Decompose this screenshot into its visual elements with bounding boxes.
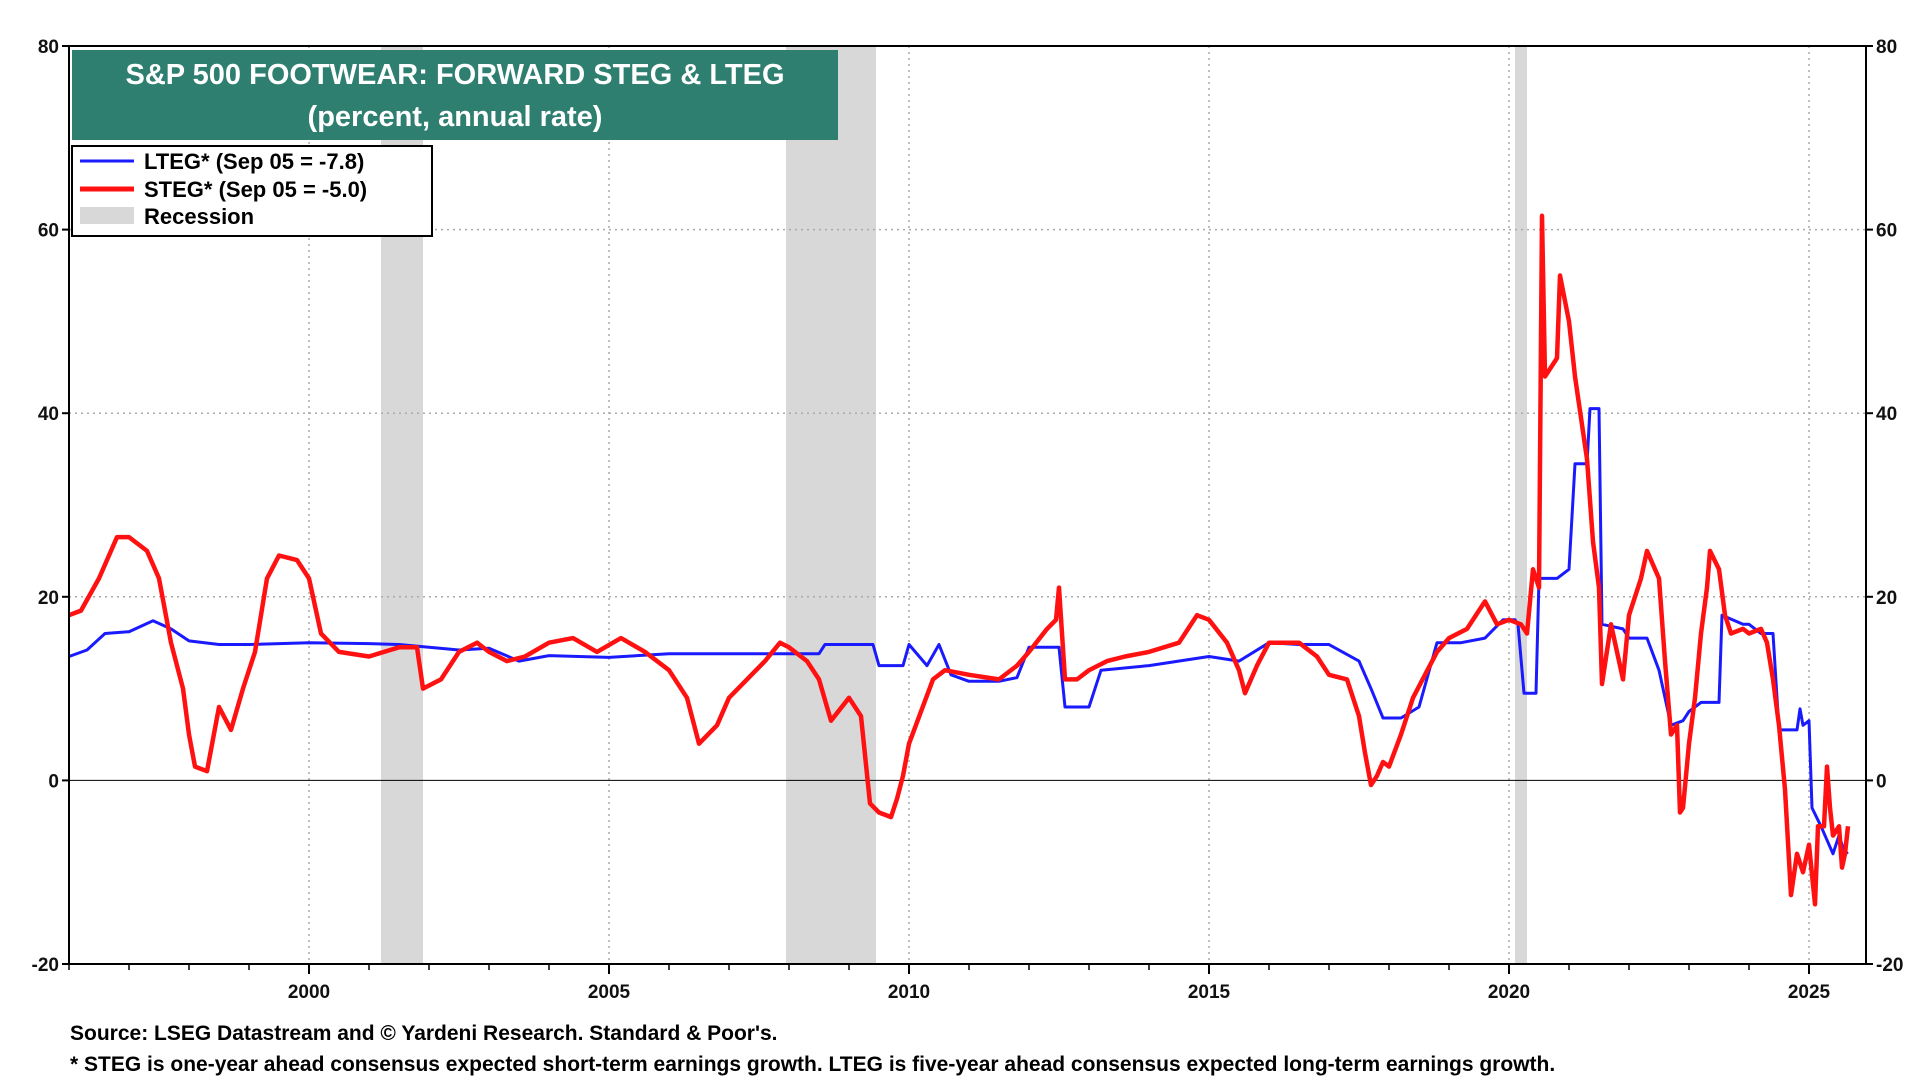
x-tick-label: 2015 (1188, 982, 1231, 1003)
recession-band (786, 46, 876, 964)
y-tick-label-right: 40 (1876, 404, 1897, 425)
legend-label-steg: STEG* (Sep 05 = -5.0) (144, 177, 367, 202)
series-line-steg (68, 213, 1851, 907)
chart-subtitle: (percent, annual rate) (308, 101, 603, 133)
y-tick-label-left: 40 (38, 404, 59, 425)
source-note: Source: LSEG Datastream and © Yardeni Re… (70, 1022, 777, 1045)
legend-label-recession: Recession (144, 204, 254, 229)
x-tick-label: 2025 (1788, 982, 1831, 1003)
y-tick-label-right: -20 (1876, 955, 1903, 976)
y-tick-label-left: -20 (32, 955, 59, 976)
x-tick-label: 2020 (1488, 982, 1530, 1003)
y-tick-label-left: 20 (38, 588, 59, 609)
plot-frame (68, 45, 1867, 965)
x-tick-label: 2005 (588, 982, 631, 1003)
legend-label-lteg: LTEG* (Sep 05 = -7.8) (144, 149, 364, 174)
x-tick-label: 2010 (888, 982, 930, 1003)
legend: LTEG* (Sep 05 = -7.8) STEG* (Sep 05 = -5… (71, 145, 433, 237)
y-tick-label-right: 20 (1876, 588, 1897, 609)
y-tick-label-left: 0 (48, 771, 59, 792)
y-tick-label-right: 60 (1876, 221, 1897, 242)
series-line-lteg (68, 407, 1849, 856)
x-tick-label: 2000 (288, 982, 330, 1003)
y-tick-label-right: 0 (1876, 771, 1887, 792)
recession-bands (381, 46, 1527, 964)
chart-title: S&P 500 FOOTWEAR: FORWARD STEG & LTEG (126, 59, 785, 91)
footnote: * STEG is one-year ahead consensus expec… (70, 1053, 1555, 1076)
legend-swatch-recession (80, 207, 134, 224)
series-lines (68, 213, 1851, 907)
axis-ticks: -20 0 20 40 60 80 -20 0 20 40 60 80 2000 2005 2010 2015… (32, 37, 1904, 1003)
title-box: S&P 500 FOOTWEAR: FORWARD STEG & LTEG (p… (72, 50, 838, 140)
y-tick-label-left: 60 (38, 221, 59, 242)
y-tick-label-left: 80 (38, 37, 59, 58)
recession-band (1515, 46, 1527, 964)
y-tick-label-right: 80 (1876, 37, 1897, 58)
